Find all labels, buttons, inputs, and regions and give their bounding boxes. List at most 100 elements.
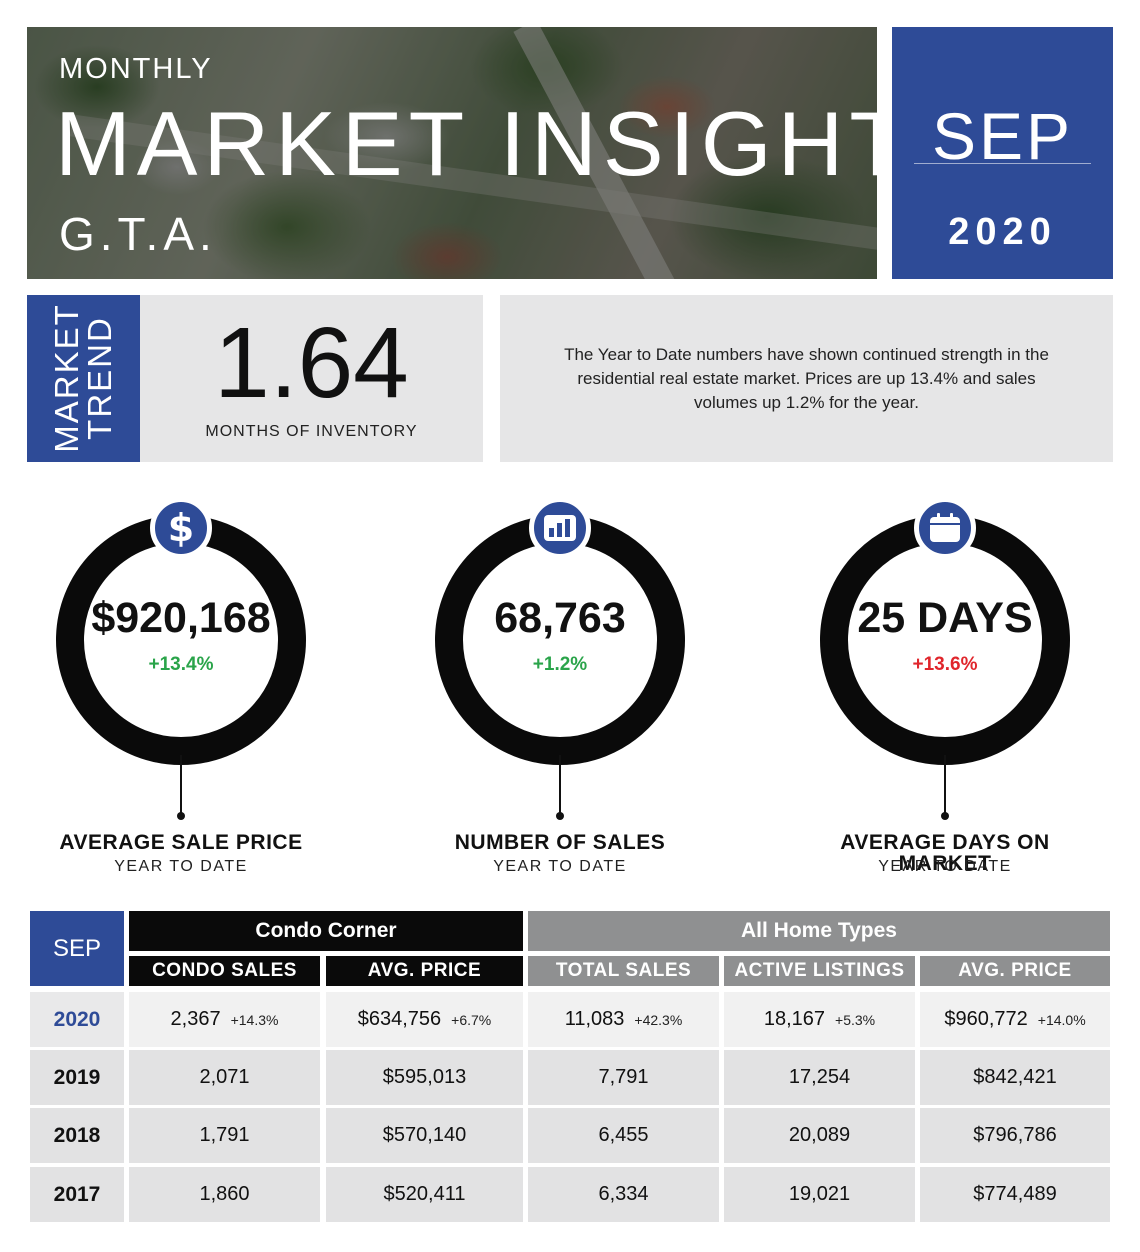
months-of-inventory-caption: MONTHS OF INVENTORY <box>205 423 418 440</box>
stat-value: $920,168 <box>91 594 271 642</box>
stat-label: AVERAGE SALE PRICE <box>59 831 303 854</box>
hero-kicker: MONTHLY <box>59 53 213 85</box>
table-cell-value: 6,334 <box>598 1183 649 1205</box>
table-cell-value: $595,013 <box>382 1066 467 1088</box>
table-cell-value: 1,860 <box>199 1183 250 1205</box>
table-cell-value: 6,455 <box>598 1124 649 1146</box>
table-cell-value: 1,791 <box>199 1124 250 1146</box>
condo-corner-header: Condo Corner <box>129 911 523 951</box>
table-cell-value: 7,791 <box>598 1066 649 1088</box>
market-trend-tab: MARKET TREND <box>27 295 140 462</box>
dollar-icon: $ <box>150 497 212 559</box>
stat-sublabel: YEAR TO DATE <box>493 858 627 875</box>
market-trend-line1: MARKET <box>48 303 85 453</box>
table-cell: 20,089 <box>724 1108 915 1163</box>
table-cell-value: 11,083 <box>564 1008 625 1030</box>
all-home-types-header: All Home Types <box>528 911 1110 951</box>
table-cell-value: 2,071 <box>199 1066 250 1088</box>
stat-average-sale-price: $ $920,168 +13.4% AVERAGE SALE PRICE YEA… <box>51 497 311 887</box>
table-cell: 2,071 <box>129 1050 320 1105</box>
stat-days-on-market: 25 DAYS +13.6% AVERAGE DAYS ON MARKET YE… <box>815 497 1075 887</box>
table-cell: $595,013 <box>326 1050 523 1105</box>
table-cell-change: +5.3% <box>835 1011 876 1028</box>
table-cell: $520,411 <box>326 1167 523 1222</box>
months-of-inventory-value: 1.64 <box>214 307 409 419</box>
stat-change: +13.4% <box>148 654 214 675</box>
table-year-cell: 2018 <box>30 1108 124 1163</box>
hero-overlay <box>27 27 877 279</box>
stat-value: 25 DAYS <box>857 594 1033 642</box>
table-cell: 1,860 <box>129 1167 320 1222</box>
stat-change: +13.6% <box>912 654 978 675</box>
table-cell-change: +14.3% <box>230 1011 279 1028</box>
market-trend-label: MARKET TREND <box>48 303 118 453</box>
table-cell-value: 2,367 <box>170 1008 221 1030</box>
stat-number-of-sales: 68,763 +1.2% NUMBER OF SALES YEAR TO DAT… <box>430 497 690 887</box>
table-cell-value: $570,140 <box>382 1124 467 1146</box>
stat-connector-dot <box>941 812 949 820</box>
stat-connector-dot <box>177 812 185 820</box>
table-cell-change: +6.7% <box>451 1011 492 1028</box>
table-year-cell: 2017 <box>30 1167 124 1222</box>
column-header-total-sales: TOTAL SALES <box>528 956 719 986</box>
bar-chart-icon <box>529 497 591 559</box>
table-cell: 17,254 <box>724 1050 915 1105</box>
stat-connector <box>559 755 561 815</box>
stat-connector-dot <box>556 812 564 820</box>
table-cell: 11,083 +42.3% <box>528 992 719 1047</box>
table-cell-value: $520,411 <box>383 1183 466 1205</box>
hero-banner: MONTHLY MARKET INSIGHT G.T.A. <box>27 27 877 279</box>
stat-sublabel: YEAR TO DATE <box>878 858 1012 875</box>
region-label: G.T.A. <box>59 208 217 260</box>
table-cell-change: +42.3% <box>634 1011 683 1028</box>
stat-value: 68,763 <box>494 594 626 642</box>
table-cell: $842,421 <box>920 1050 1110 1105</box>
table-month-cell: SEP <box>30 911 124 986</box>
stat-connector <box>180 755 182 815</box>
table-cell-value: $960,772 <box>944 1008 1028 1030</box>
table-cell: $960,772 +14.0% <box>920 992 1110 1047</box>
table-row: 2018 1,791 $570,140 6,455 20,089 $796,786 <box>30 1108 1110 1163</box>
stat-change: +1.2% <box>532 654 588 675</box>
table-row: 2019 2,071 $595,013 7,791 17,254 $842,421 <box>30 1050 1110 1105</box>
table-cell: 18,167 +5.3% <box>724 992 915 1047</box>
table-year-cell: 2019 <box>30 1050 124 1105</box>
table-cell-change: +14.0% <box>1037 1011 1086 1028</box>
table-cell: 19,021 <box>724 1167 915 1222</box>
table-row: 2017 1,860 $520,411 6,334 19,021 $774,489 <box>30 1167 1110 1222</box>
table-cell-value: 20,089 <box>788 1124 851 1146</box>
table-cell: $634,756 +6.7% <box>326 992 523 1047</box>
table-cell-value: 19,021 <box>788 1183 851 1205</box>
date-year: 2020 <box>948 211 1057 253</box>
table-cell: $774,489 <box>920 1167 1110 1222</box>
table-cell: 6,455 <box>528 1108 719 1163</box>
column-header-active-listings: ACTIVE LISTINGS <box>724 956 915 986</box>
table-cell: $796,786 <box>920 1108 1110 1163</box>
column-header-condo-avg-price: AVG. PRICE <box>326 956 523 986</box>
market-trend-line2: TREND <box>81 316 118 440</box>
table-cell: $570,140 <box>326 1108 523 1163</box>
table-cell: 2,367 +14.3% <box>129 992 320 1047</box>
column-header-condo-sales: CONDO SALES <box>129 956 320 986</box>
stat-connector <box>944 755 946 815</box>
stat-sublabel: YEAR TO DATE <box>114 858 248 875</box>
table-cell-value: 17,254 <box>788 1066 851 1088</box>
table-cell-value: $774,489 <box>973 1183 1057 1205</box>
table-cell-value: $634,756 <box>357 1008 442 1030</box>
stat-label: NUMBER OF SALES <box>454 831 666 854</box>
date-divider <box>914 163 1091 164</box>
summary-panel: The Year to Date numbers have shown cont… <box>500 295 1113 462</box>
column-header-avg-price: AVG. PRICE <box>920 956 1110 986</box>
inventory-panel: 1.64 MONTHS OF INVENTORY <box>140 295 483 462</box>
summary-text: The Year to Date numbers have shown cont… <box>564 344 1049 412</box>
svg-text:$: $ <box>168 508 194 548</box>
table-row: 2020 2,367 +14.3% $634,756 +6.7% 11,083 +42.3%… <box>30 992 1110 1047</box>
table-cell-value: $842,421 <box>973 1066 1057 1088</box>
table-cell-value: 18,167 <box>763 1008 826 1030</box>
calendar-icon <box>914 497 976 559</box>
table-cell: 7,791 <box>528 1050 719 1105</box>
table-cell: 6,334 <box>528 1167 719 1222</box>
table-year-cell: 2020 <box>30 992 124 1047</box>
page-title: MARKET INSIGHT <box>55 94 877 195</box>
stat-label: AVERAGE DAYS ON MARKET <box>840 831 1050 875</box>
